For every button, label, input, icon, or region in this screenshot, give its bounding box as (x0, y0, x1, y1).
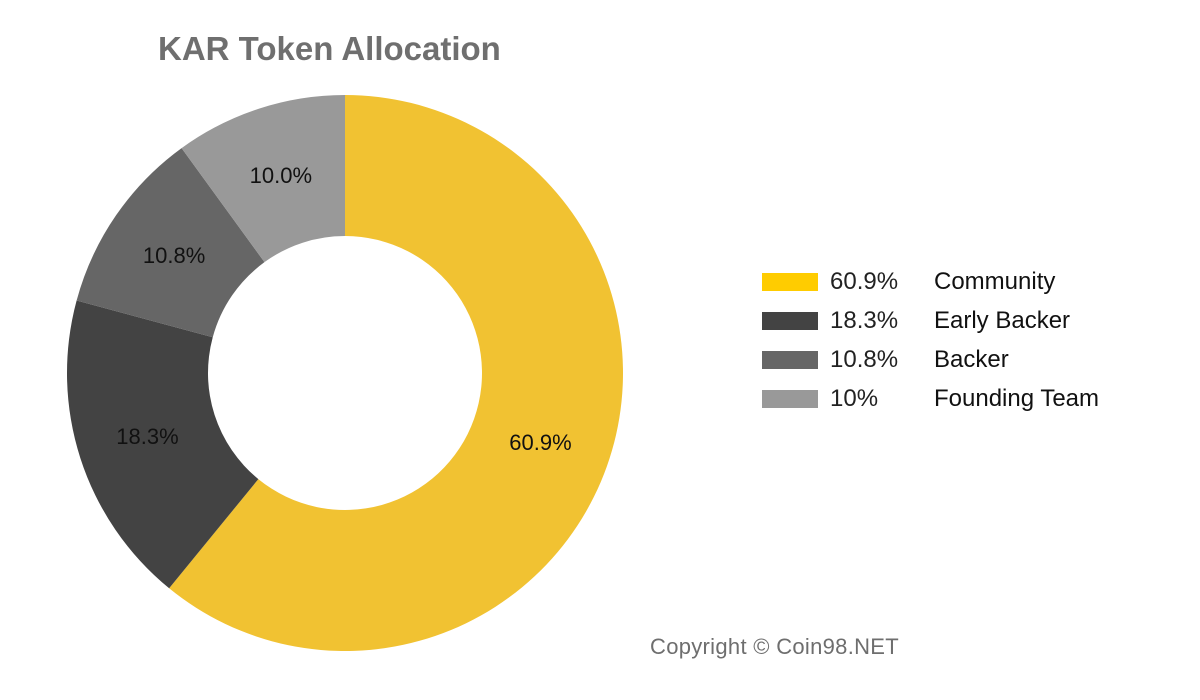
donut-slice-founding-team (181, 95, 345, 263)
copyright-text: Copyright © Coin98.NET (650, 634, 900, 659)
chart-title: KAR Token Allocation (158, 30, 501, 67)
legend-value: 60.9% (830, 267, 899, 295)
legend-label: Backer (934, 345, 1009, 373)
legend-value: 10.8% (830, 345, 899, 373)
legend-swatch (762, 272, 818, 291)
legend-label: Community (934, 267, 1056, 295)
slice-label: 10.0% (250, 163, 312, 188)
legend-value: 18.3% (830, 306, 899, 334)
donut-slice-early-backer (67, 300, 259, 589)
legend-item: 60.9% Community (762, 262, 1099, 301)
donut-chart: 60.9% 18.3% 10.8% 10.0% (67, 95, 624, 651)
donut-slice-backer (76, 148, 265, 338)
legend-swatch (762, 311, 818, 330)
legend-item: 10% Founding Team (762, 379, 1099, 418)
slice-label: 18.3% (116, 424, 178, 449)
slice-label: 10.8% (143, 243, 205, 268)
legend-item: 10.8% Backer (762, 340, 1099, 379)
legend: 60.9% Community 18.3% Early Backer 10.8% Back… (762, 262, 1099, 418)
slice-label: 60.9% (509, 430, 571, 455)
legend-label: Early Backer (934, 306, 1071, 334)
legend-swatch (762, 389, 818, 408)
legend-value: 10% (830, 384, 879, 412)
legend-swatch (762, 350, 818, 369)
donut-slice-community (169, 95, 624, 651)
legend-item: 18.3% Early Backer (762, 301, 1099, 340)
legend-label: Founding Team (934, 384, 1099, 412)
